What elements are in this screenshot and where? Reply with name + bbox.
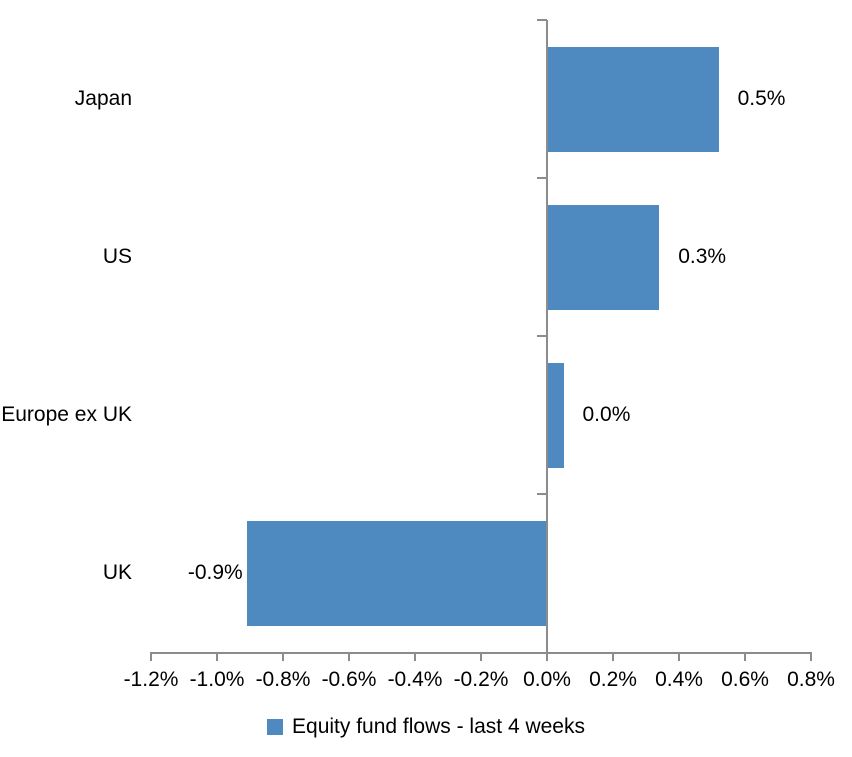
category-label-japan: Japan xyxy=(74,87,132,110)
x-tick xyxy=(216,652,218,661)
x-tick xyxy=(546,652,548,661)
category-tick xyxy=(537,177,547,179)
x-tick-label: 0.2% xyxy=(589,668,637,691)
legend-swatch xyxy=(267,719,284,735)
value-label-europe-ex-uk: 0.0% xyxy=(582,403,631,426)
x-tick xyxy=(348,652,350,661)
x-tick xyxy=(678,652,680,661)
x-tick xyxy=(612,652,614,661)
bar-japan xyxy=(547,47,719,152)
x-tick xyxy=(744,652,746,661)
value-label-uk: -0.9% xyxy=(187,561,243,584)
category-label-uk: UK xyxy=(102,561,132,584)
bar-us xyxy=(547,205,660,310)
x-tick-label: 0.6% xyxy=(721,668,769,691)
x-tick xyxy=(810,652,812,661)
x-tick xyxy=(480,652,482,661)
zero-axis-line xyxy=(546,20,548,654)
category-label-us: US xyxy=(102,245,132,268)
bar-europe-ex-uk xyxy=(547,363,564,468)
category-tick xyxy=(537,335,547,337)
x-tick-label: 0.4% xyxy=(655,668,703,691)
x-tick-label: -1.2% xyxy=(123,668,179,691)
value-label-us: 0.3% xyxy=(678,245,727,268)
category-tick xyxy=(537,493,547,495)
x-tick-label: -0.2% xyxy=(453,668,509,691)
x-tick-label: -1.0% xyxy=(189,668,245,691)
category-label-europe-ex-uk: Europe ex UK xyxy=(1,403,132,426)
legend: Equity fund flows - last 4 weeks xyxy=(0,711,852,743)
x-tick-label: -0.6% xyxy=(321,668,377,691)
x-tick-label: -0.8% xyxy=(255,668,311,691)
x-tick-label: 0.0% xyxy=(523,668,571,691)
x-tick xyxy=(414,652,416,661)
legend-label: Equity fund flows - last 4 weeks xyxy=(292,715,585,738)
x-tick xyxy=(150,652,152,661)
x-tick xyxy=(282,652,284,661)
bar-uk xyxy=(246,521,547,626)
x-tick-label: 0.8% xyxy=(787,668,835,691)
category-tick xyxy=(537,19,547,21)
x-tick-label: -0.4% xyxy=(387,668,443,691)
value-label-japan: 0.5% xyxy=(737,87,786,110)
